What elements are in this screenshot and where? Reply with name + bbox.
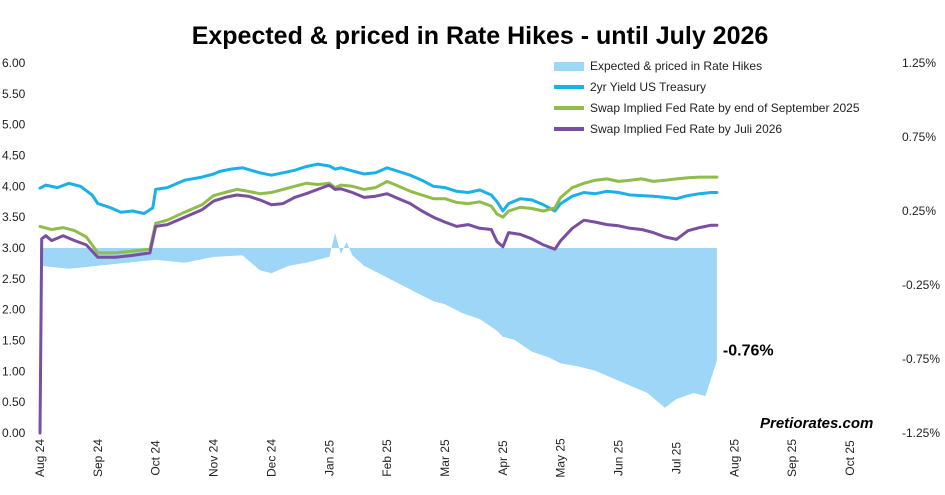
watermark-text: Pretiorates.com <box>760 415 873 432</box>
left-y-tick-label: 0.50 <box>2 395 26 409</box>
left-y-axis: 6.00 5.50 5.00 4.50 4.00 3.50 3.00 2.50 2.00 1.50… <box>2 56 26 440</box>
x-tick-label: Oct 25 <box>843 440 857 476</box>
x-tick-label: Nov 24 <box>207 439 221 477</box>
right-y-tick-label: -0.75% <box>902 352 940 366</box>
left-y-tick-label: 5.50 <box>2 87 26 101</box>
left-y-tick-label: 3.50 <box>2 210 26 224</box>
chart-title: Expected & priced in Rate Hikes - until … <box>192 22 769 50</box>
x-tick-label: Apr 25 <box>496 440 510 476</box>
right-y-tick-label: 0.75% <box>902 130 936 144</box>
left-y-tick-label: 1.50 <box>2 334 26 348</box>
right-y-tick-label: 1.25% <box>902 56 936 70</box>
plot-area <box>38 162 719 435</box>
x-tick-label: May 25 <box>554 438 568 478</box>
x-tick-label: Sep 24 <box>91 439 105 477</box>
x-tick-label: Dec 24 <box>264 439 278 477</box>
x-tick-label: Jun 25 <box>612 440 626 476</box>
left-y-tick-label: 2.50 <box>2 272 26 286</box>
left-y-tick-label: 1.00 <box>2 364 26 378</box>
swap-sep-2025-line <box>38 175 719 255</box>
x-tick-label: Jan 25 <box>322 440 336 476</box>
right-y-tick-label: -0.25% <box>902 278 940 292</box>
x-tick-label: Mar 25 <box>438 439 452 477</box>
x-tick-label: Oct 24 <box>149 440 163 476</box>
x-tick-label: Aug 25 <box>727 439 741 477</box>
legend-label: Swap Implied Fed Rate by end of Septembe… <box>590 101 860 115</box>
treasury-2yr-line <box>38 162 719 215</box>
left-y-tick-label: 4.50 <box>2 149 26 163</box>
legend-label: 2yr Yield US Treasury <box>590 80 706 94</box>
legend-label: Swap Implied Fed Rate by Juli 2026 <box>590 122 782 136</box>
rate-hikes-area <box>40 233 717 408</box>
left-y-tick-label: 2.00 <box>2 303 26 317</box>
right-y-tick-label: 0.25% <box>902 204 936 218</box>
last-value-label: -0.76% <box>723 342 774 359</box>
legend-swatch-area <box>554 62 584 71</box>
right-y-axis: 1.25% 0.75% 0.25% -0.25% -0.75% -1.25% <box>902 56 940 440</box>
legend-label: Expected & priced in Rate Hikes <box>590 59 762 73</box>
left-y-tick-label: 5.00 <box>2 118 26 132</box>
x-tick-label: Aug 24 <box>33 439 47 477</box>
left-y-tick-label: 6.00 <box>2 56 26 70</box>
left-y-tick-label: 0.00 <box>2 426 26 440</box>
left-y-tick-label: 4.00 <box>2 179 26 193</box>
right-y-tick-label: -1.25% <box>902 426 940 440</box>
left-y-tick-label: 3.00 <box>2 241 26 255</box>
x-tick-label: Sep 25 <box>785 439 799 477</box>
legend: Expected & priced in Rate Hikes 2yr Yield… <box>554 59 860 136</box>
x-tick-label: Jul 25 <box>669 442 683 474</box>
x-tick-label: Feb 25 <box>380 439 394 477</box>
x-axis: Aug 24 Sep 24 Oct 24 Nov 24 Dec 24 Jan 25 Feb … <box>33 438 857 478</box>
swap-jul-2026-line <box>38 183 719 435</box>
